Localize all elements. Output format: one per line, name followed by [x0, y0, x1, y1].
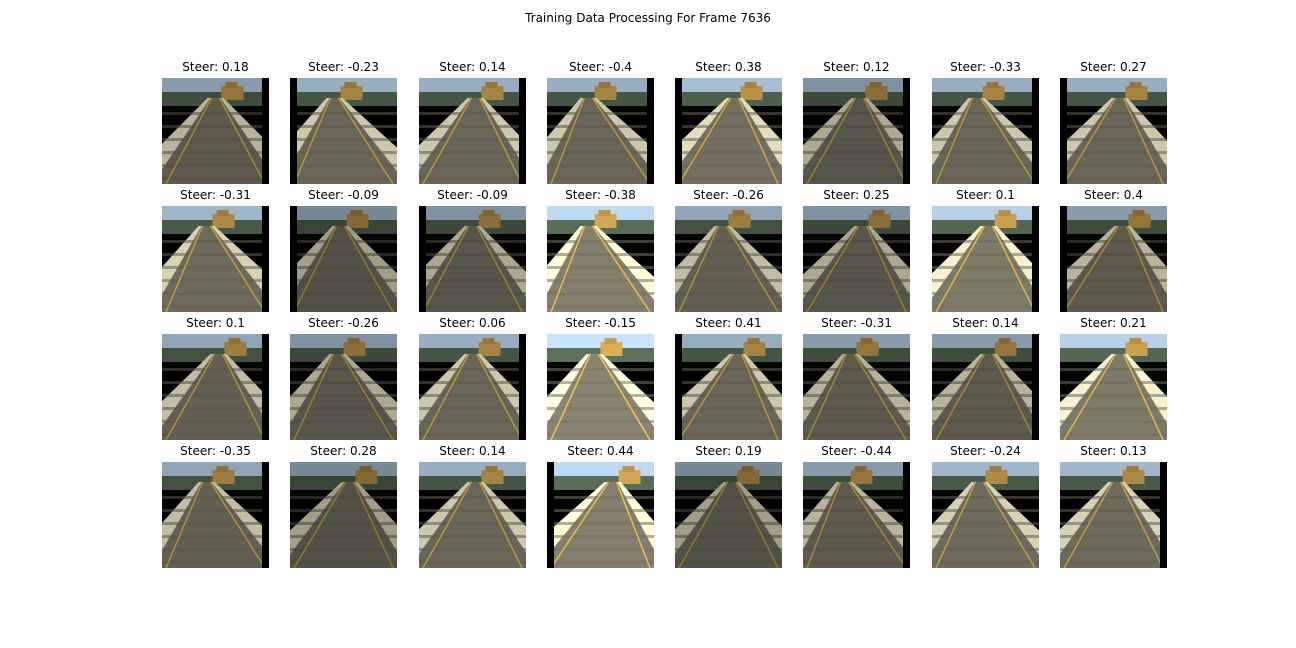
road-camera-image — [547, 462, 654, 568]
steer-label: Steer: 0.38 — [695, 60, 762, 74]
steer-label: Steer: 0.19 — [695, 444, 762, 458]
road-camera-image — [932, 78, 1039, 184]
road-camera-image — [932, 462, 1039, 568]
steer-label: Steer: -0.38 — [565, 188, 636, 202]
steer-label: Steer: 0.4 — [1084, 188, 1143, 202]
road-camera-image — [1060, 462, 1167, 568]
road-camera-image — [162, 206, 269, 312]
steer-label: Steer: 0.14 — [439, 60, 506, 74]
steer-label: Steer: 0.14 — [952, 316, 1019, 330]
steer-label: Steer: -0.09 — [437, 188, 508, 202]
steer-label: Steer: -0.35 — [180, 444, 251, 458]
steer-label: Steer: -0.31 — [821, 316, 892, 330]
steer-label: Steer: 0.14 — [439, 444, 506, 458]
road-camera-image — [547, 78, 654, 184]
steer-label: Steer: -0.15 — [565, 316, 636, 330]
steer-label: Steer: -0.23 — [308, 60, 379, 74]
road-camera-image — [290, 462, 397, 568]
steer-label: Steer: 0.1 — [956, 188, 1015, 202]
steer-label: Steer: -0.26 — [308, 316, 379, 330]
road-camera-image — [675, 334, 782, 440]
steer-label: Steer: 0.12 — [823, 60, 890, 74]
steer-label: Steer: -0.26 — [693, 188, 764, 202]
road-camera-image — [162, 334, 269, 440]
steer-label: Steer: -0.09 — [308, 188, 379, 202]
road-camera-image — [803, 206, 910, 312]
road-camera-image — [1060, 334, 1167, 440]
road-camera-image — [290, 78, 397, 184]
road-camera-image — [547, 206, 654, 312]
steer-label: Steer: 0.41 — [695, 316, 762, 330]
steer-label: Steer: 0.18 — [182, 60, 249, 74]
steer-label: Steer: 0.44 — [567, 444, 634, 458]
road-camera-image — [675, 78, 782, 184]
steer-label: Steer: 0.06 — [439, 316, 506, 330]
steer-label: Steer: 0.25 — [823, 188, 890, 202]
road-camera-image — [419, 334, 526, 440]
road-camera-image — [803, 462, 910, 568]
road-camera-image — [932, 334, 1039, 440]
road-camera-image — [547, 334, 654, 440]
road-camera-image — [419, 462, 526, 568]
steer-label: Steer: -0.4 — [568, 60, 633, 74]
road-camera-image — [1060, 78, 1167, 184]
road-camera-image — [419, 206, 526, 312]
road-camera-image — [803, 78, 910, 184]
road-camera-image — [290, 334, 397, 440]
road-camera-image — [1060, 206, 1167, 312]
road-camera-image — [675, 206, 782, 312]
steer-label: Steer: 0.13 — [1080, 444, 1147, 458]
road-camera-image — [290, 206, 397, 312]
road-camera-image — [932, 206, 1039, 312]
steer-label: Steer: -0.44 — [821, 444, 892, 458]
steer-label: Steer: -0.24 — [950, 444, 1021, 458]
road-camera-image — [162, 462, 269, 568]
steer-label: Steer: 0.1 — [186, 316, 245, 330]
road-camera-image — [675, 462, 782, 568]
figure-title: Training Data Processing For Frame 7636 — [525, 11, 771, 25]
steer-label: Steer: 0.27 — [1080, 60, 1147, 74]
steer-label: Steer: -0.31 — [180, 188, 251, 202]
road-camera-image — [419, 78, 526, 184]
road-camera-image — [803, 334, 910, 440]
steer-label: Steer: 0.21 — [1080, 316, 1147, 330]
steer-label: Steer: 0.28 — [310, 444, 377, 458]
steer-label: Steer: -0.33 — [950, 60, 1021, 74]
road-camera-image — [162, 78, 269, 184]
